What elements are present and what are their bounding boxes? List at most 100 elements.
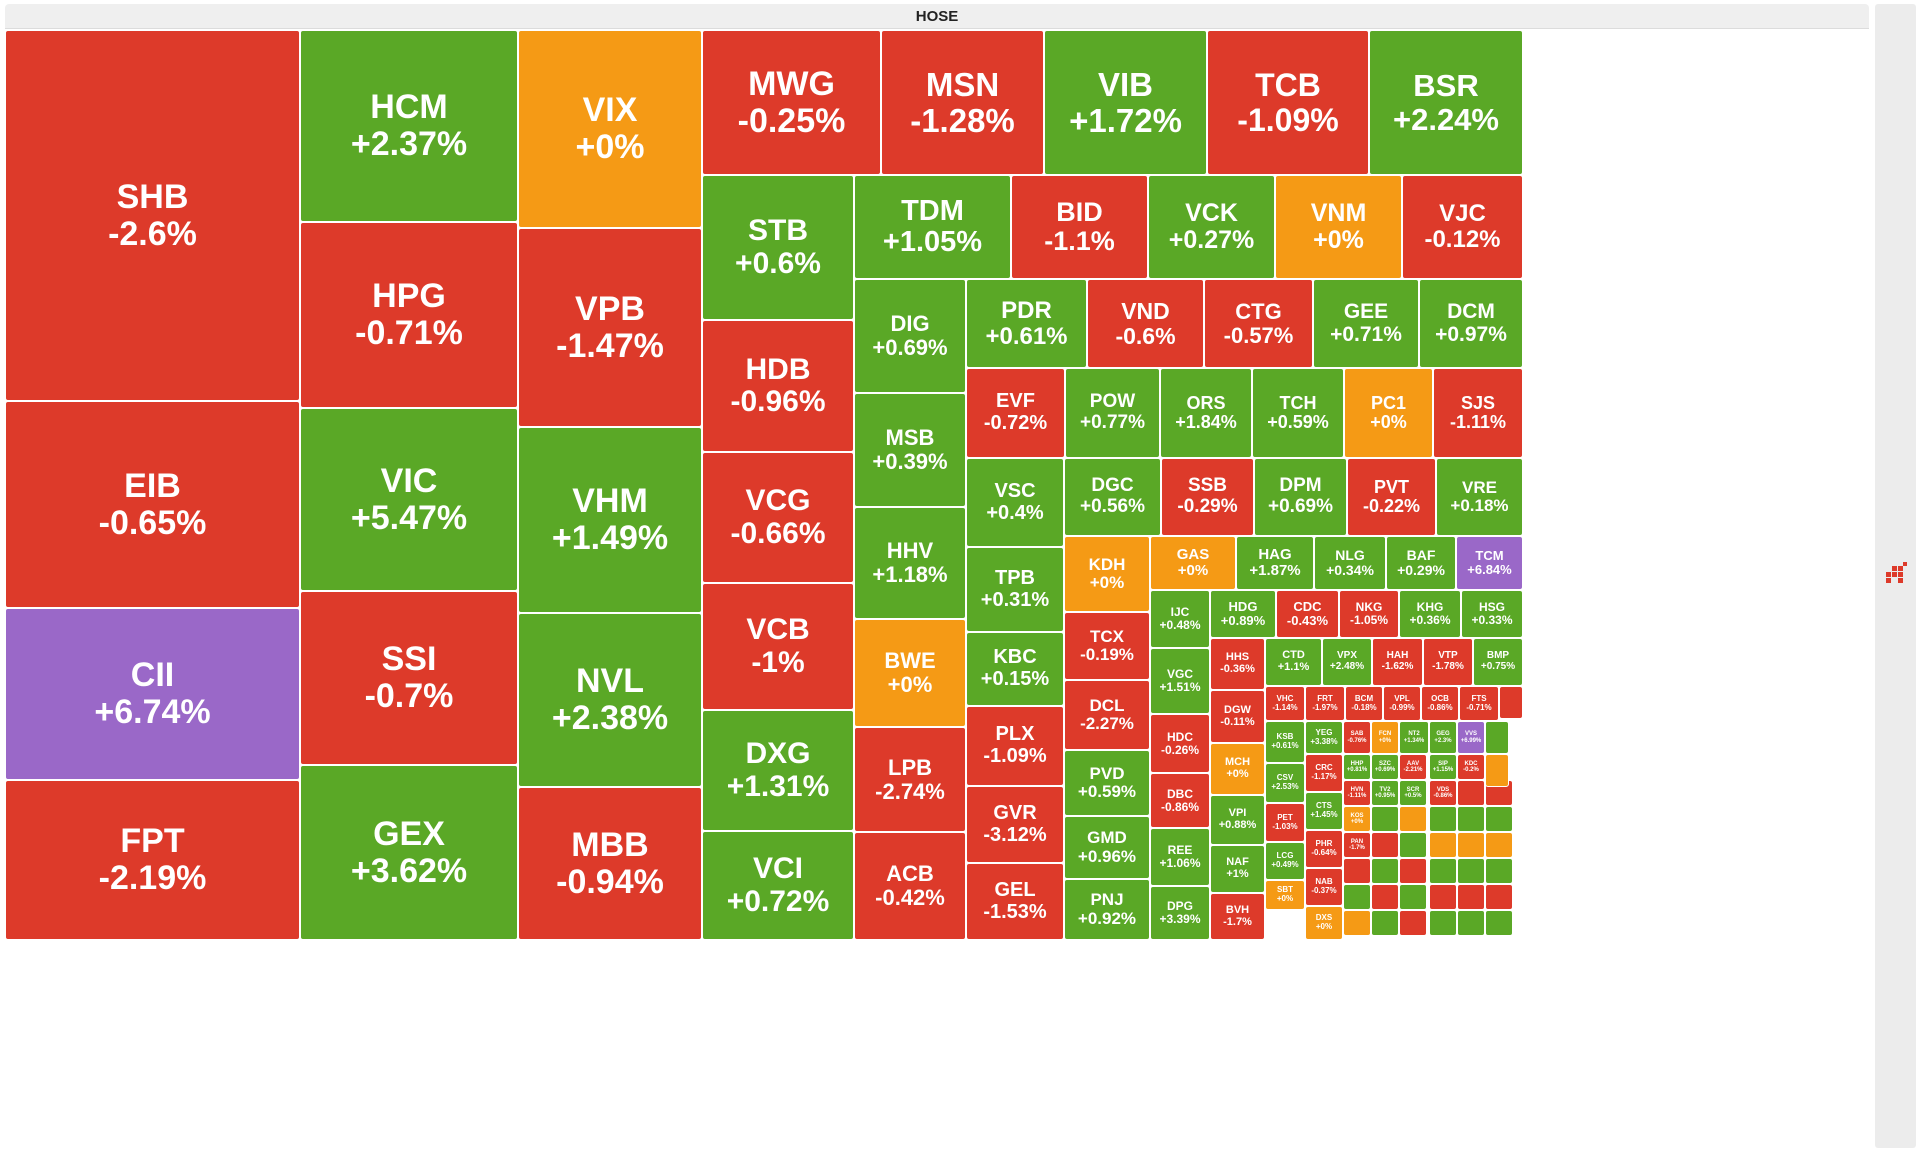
stock-tile-hhv[interactable]: HHV +1.18% bbox=[854, 507, 966, 619]
stock-tile-ssi[interactable]: SSI -0.7% bbox=[300, 591, 518, 765]
small-stock-tile[interactable] bbox=[1485, 754, 1509, 787]
stock-tile-vic[interactable]: VIC +5.47% bbox=[300, 408, 518, 591]
stock-tile-gvr[interactable]: GVR -3.12% bbox=[966, 786, 1064, 863]
stock-tile-scr[interactable]: SCR +0.5% bbox=[1399, 780, 1427, 806]
stock-tile-hpg[interactable]: HPG -0.71% bbox=[300, 222, 518, 408]
stock-tile-eib[interactable]: EIB -0.65% bbox=[5, 401, 300, 608]
small-stock-tile[interactable] bbox=[1429, 858, 1457, 884]
stock-tile-ocb[interactable]: OCB -0.86% bbox=[1421, 686, 1459, 721]
stock-tile-ksb[interactable]: KSB +0.61% bbox=[1265, 721, 1305, 763]
stock-tile-vsc[interactable]: VSC +0.4% bbox=[966, 458, 1064, 547]
stock-tile-nkg[interactable]: NKG -1.05% bbox=[1339, 590, 1399, 638]
small-stock-tile[interactable] bbox=[1399, 832, 1427, 858]
stock-tile-shb[interactable]: SHB -2.6% bbox=[5, 30, 300, 401]
stock-tile-tv2[interactable]: TV2 +0.95% bbox=[1371, 780, 1399, 806]
stock-tile-pdr[interactable]: PDR +0.61% bbox=[966, 279, 1087, 368]
stock-tile-vcg[interactable]: VCG -0.66% bbox=[702, 452, 854, 583]
stock-tile-vib[interactable]: VIB +1.72% bbox=[1044, 30, 1207, 175]
stock-tile-pan[interactable]: PAN -1.7% bbox=[1343, 832, 1371, 858]
stock-tile-ctg[interactable]: CTG -0.57% bbox=[1204, 279, 1313, 368]
stock-tile-dgw[interactable]: DGW -0.11% bbox=[1210, 690, 1265, 743]
stock-tile-crc[interactable]: CRC -1.17% bbox=[1305, 754, 1343, 792]
dots-cluster-logo-icon[interactable] bbox=[1886, 562, 1908, 584]
stock-tile-tdm[interactable]: TDM +1.05% bbox=[854, 175, 1011, 279]
small-stock-tile[interactable] bbox=[1485, 832, 1513, 858]
stock-tile-kdh[interactable]: KDH +0% bbox=[1064, 536, 1150, 612]
stock-tile-pow[interactable]: POW +0.77% bbox=[1065, 368, 1160, 458]
small-stock-tile[interactable] bbox=[1457, 910, 1485, 936]
stock-tile-baf[interactable]: BAF +0.29% bbox=[1386, 536, 1456, 590]
small-stock-tile[interactable] bbox=[1485, 721, 1509, 754]
stock-tile-pc1[interactable]: PC1 +0% bbox=[1344, 368, 1433, 458]
stock-tile-hcm[interactable]: HCM +2.37% bbox=[300, 30, 518, 222]
stock-tile-gmd[interactable]: GMD +0.96% bbox=[1064, 816, 1150, 879]
stock-tile-sbt[interactable]: SBT +0% bbox=[1265, 880, 1305, 910]
stock-tile-hdb[interactable]: HDB -0.96% bbox=[702, 320, 854, 452]
stock-tile-nt2[interactable]: NT2 +1.34% bbox=[1399, 721, 1429, 754]
market-treemap[interactable]: SHB -2.6% EIB -0.65% CII +6.74% FPT -2.19% HCM +2… bbox=[5, 30, 1869, 1148]
stock-tile-aav[interactable]: AAV -2.21% bbox=[1399, 754, 1427, 780]
stock-tile-dpg[interactable]: DPG +3.39% bbox=[1150, 886, 1210, 940]
stock-tile-pvt[interactable]: PVT -0.22% bbox=[1347, 458, 1436, 536]
stock-tile-szc[interactable]: SZC +0.69% bbox=[1371, 754, 1399, 780]
stock-tile-khg[interactable]: KHG +0.36% bbox=[1399, 590, 1461, 638]
stock-tile-cdc[interactable]: CDC -0.43% bbox=[1276, 590, 1339, 638]
small-stock-tile[interactable] bbox=[1499, 686, 1523, 719]
stock-tile-evf[interactable]: EVF -0.72% bbox=[966, 368, 1065, 458]
small-stock-tile[interactable] bbox=[1429, 910, 1457, 936]
stock-tile-dpm[interactable]: DPM +0.69% bbox=[1254, 458, 1347, 536]
stock-tile-gas[interactable]: GAS +0% bbox=[1150, 536, 1236, 590]
small-stock-tile[interactable] bbox=[1399, 858, 1427, 884]
stock-tile-kos[interactable]: KOS +0% bbox=[1343, 806, 1371, 832]
small-stock-tile[interactable] bbox=[1399, 884, 1427, 910]
stock-tile-kdc[interactable]: KDC -0.2% bbox=[1457, 754, 1485, 780]
stock-tile-ree[interactable]: REE +1.06% bbox=[1150, 828, 1210, 886]
stock-tile-stb[interactable]: STB +0.6% bbox=[702, 175, 854, 320]
stock-tile-geg[interactable]: GEG +2.3% bbox=[1429, 721, 1457, 754]
stock-tile-dcl[interactable]: DCL -2.27% bbox=[1064, 680, 1150, 750]
stock-tile-hvn[interactable]: HVN -1.11% bbox=[1343, 780, 1371, 806]
stock-tile-tcm[interactable]: TCM +6.84% bbox=[1456, 536, 1523, 590]
stock-tile-dcm[interactable]: DCM +0.97% bbox=[1419, 279, 1523, 368]
small-stock-tile[interactable] bbox=[1429, 832, 1457, 858]
stock-tile-gee[interactable]: GEE +0.71% bbox=[1313, 279, 1419, 368]
stock-tile-vcb[interactable]: VCB -1% bbox=[702, 583, 854, 710]
stock-tile-mwg[interactable]: MWG -0.25% bbox=[702, 30, 881, 175]
small-stock-tile[interactable] bbox=[1371, 910, 1399, 936]
stock-tile-hhp[interactable]: HHP +0.81% bbox=[1343, 754, 1371, 780]
small-stock-tile[interactable] bbox=[1343, 910, 1371, 936]
small-stock-tile[interactable] bbox=[1371, 832, 1399, 858]
stock-tile-fts[interactable]: FTS -0.71% bbox=[1459, 686, 1499, 721]
small-stock-tile[interactable] bbox=[1371, 884, 1399, 910]
stock-tile-vpi[interactable]: VPI +0.88% bbox=[1210, 795, 1265, 845]
stock-tile-cts[interactable]: CTS +1.45% bbox=[1305, 792, 1343, 830]
small-stock-tile[interactable] bbox=[1485, 910, 1513, 936]
stock-tile-vpx[interactable]: VPX +2.48% bbox=[1322, 638, 1372, 686]
stock-tile-bid[interactable]: BID -1.1% bbox=[1011, 175, 1148, 279]
stock-tile-fpt[interactable]: FPT -2.19% bbox=[5, 780, 300, 940]
stock-tile-lpb[interactable]: LPB -2.74% bbox=[854, 727, 966, 832]
stock-tile-hag[interactable]: HAG +1.87% bbox=[1236, 536, 1314, 590]
stock-tile-sip[interactable]: SIP +1.15% bbox=[1429, 754, 1457, 780]
stock-tile-vnd[interactable]: VND -0.6% bbox=[1087, 279, 1204, 368]
stock-tile-bwe[interactable]: BWE +0% bbox=[854, 619, 966, 727]
stock-tile-dxg[interactable]: DXG +1.31% bbox=[702, 710, 854, 831]
small-stock-tile[interactable] bbox=[1457, 832, 1485, 858]
small-stock-tile[interactable] bbox=[1429, 884, 1457, 910]
stock-tile-hdg[interactable]: HDG +0.89% bbox=[1210, 590, 1276, 638]
stock-tile-csv[interactable]: CSV +2.53% bbox=[1265, 763, 1305, 803]
small-stock-tile[interactable] bbox=[1457, 806, 1485, 832]
stock-tile-nab[interactable]: NAB -0.37% bbox=[1305, 868, 1343, 906]
stock-tile-msb[interactable]: MSB +0.39% bbox=[854, 393, 966, 507]
stock-tile-pnj[interactable]: PNJ +0.92% bbox=[1064, 879, 1150, 940]
stock-tile-dig[interactable]: DIG +0.69% bbox=[854, 279, 966, 393]
stock-tile-vtp[interactable]: VTP -1.78% bbox=[1423, 638, 1473, 686]
stock-tile-vpb[interactable]: VPB -1.47% bbox=[518, 228, 702, 427]
small-stock-tile[interactable] bbox=[1457, 884, 1485, 910]
stock-tile-acb[interactable]: ACB -0.42% bbox=[854, 832, 966, 940]
stock-tile-vix[interactable]: VIX +0% bbox=[518, 30, 702, 228]
stock-tile-hah[interactable]: HAH -1.62% bbox=[1372, 638, 1423, 686]
stock-tile-kbc[interactable]: KBC +0.15% bbox=[966, 632, 1064, 706]
stock-tile-pet[interactable]: PET -1.03% bbox=[1265, 803, 1305, 842]
stock-tile-dxs[interactable]: DXS +0% bbox=[1305, 906, 1343, 940]
